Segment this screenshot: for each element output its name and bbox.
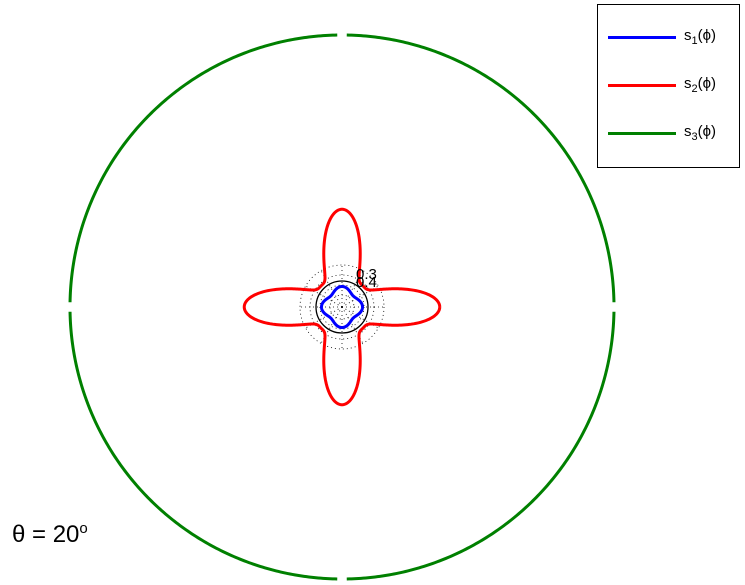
r-tick-label-1: 0.3: [356, 266, 377, 283]
grid-ring-4: [299, 264, 385, 350]
series-s3-line: [68, 33, 616, 581]
legend-label-sub: 3: [691, 131, 698, 143]
grid-spoke-6: [305, 285, 343, 308]
grid-spoke-2: [341, 285, 379, 308]
legend-swatch-s2: [608, 83, 676, 87]
legend-label-arg: (ϕ): [697, 27, 717, 44]
theta-annotation-degree: o: [79, 520, 88, 537]
grid-spoke-5: [320, 270, 343, 308]
legend-label-s3: s3(ϕ): [684, 123, 716, 143]
legend-label-s2: s2(ϕ): [684, 75, 716, 95]
legend-swatch-s3: [608, 131, 676, 135]
legend-label-base: s: [684, 75, 692, 92]
legend-item-s1: s1(ϕ): [608, 27, 716, 47]
theta-annotation: θ = 20o: [12, 520, 88, 549]
legend-label-arg: (ϕ): [697, 123, 717, 140]
grid-spoke-8: [305, 306, 343, 329]
grid-spoke-9: [320, 306, 343, 344]
grid-spoke-3: [341, 270, 364, 308]
legend-item-s2: s2(ϕ): [608, 75, 716, 95]
legend-label-s1: s1(ϕ): [684, 27, 716, 47]
legend-item-s3: s3(ϕ): [608, 123, 716, 143]
legend-label-sub: 1: [691, 35, 698, 47]
series-s2-line: [242, 207, 442, 407]
theta-annotation-text: θ = 20: [12, 521, 80, 548]
legend-swatch-s1: [608, 35, 676, 39]
series-s1-line: [319, 284, 365, 330]
polar-axis-circle: [315, 280, 369, 334]
legend-label-arg: (ϕ): [697, 75, 717, 92]
legend-label-sub: 2: [691, 83, 698, 95]
grid-spoke-12: [341, 306, 379, 329]
grid-spoke-11: [341, 306, 364, 344]
r-tick-label-2: 0.4: [356, 274, 377, 291]
legend-label-base: s: [684, 27, 692, 44]
legend: s1(ϕ) s2(ϕ) s3(ϕ): [597, 4, 740, 168]
legend-label-base: s: [684, 123, 692, 140]
